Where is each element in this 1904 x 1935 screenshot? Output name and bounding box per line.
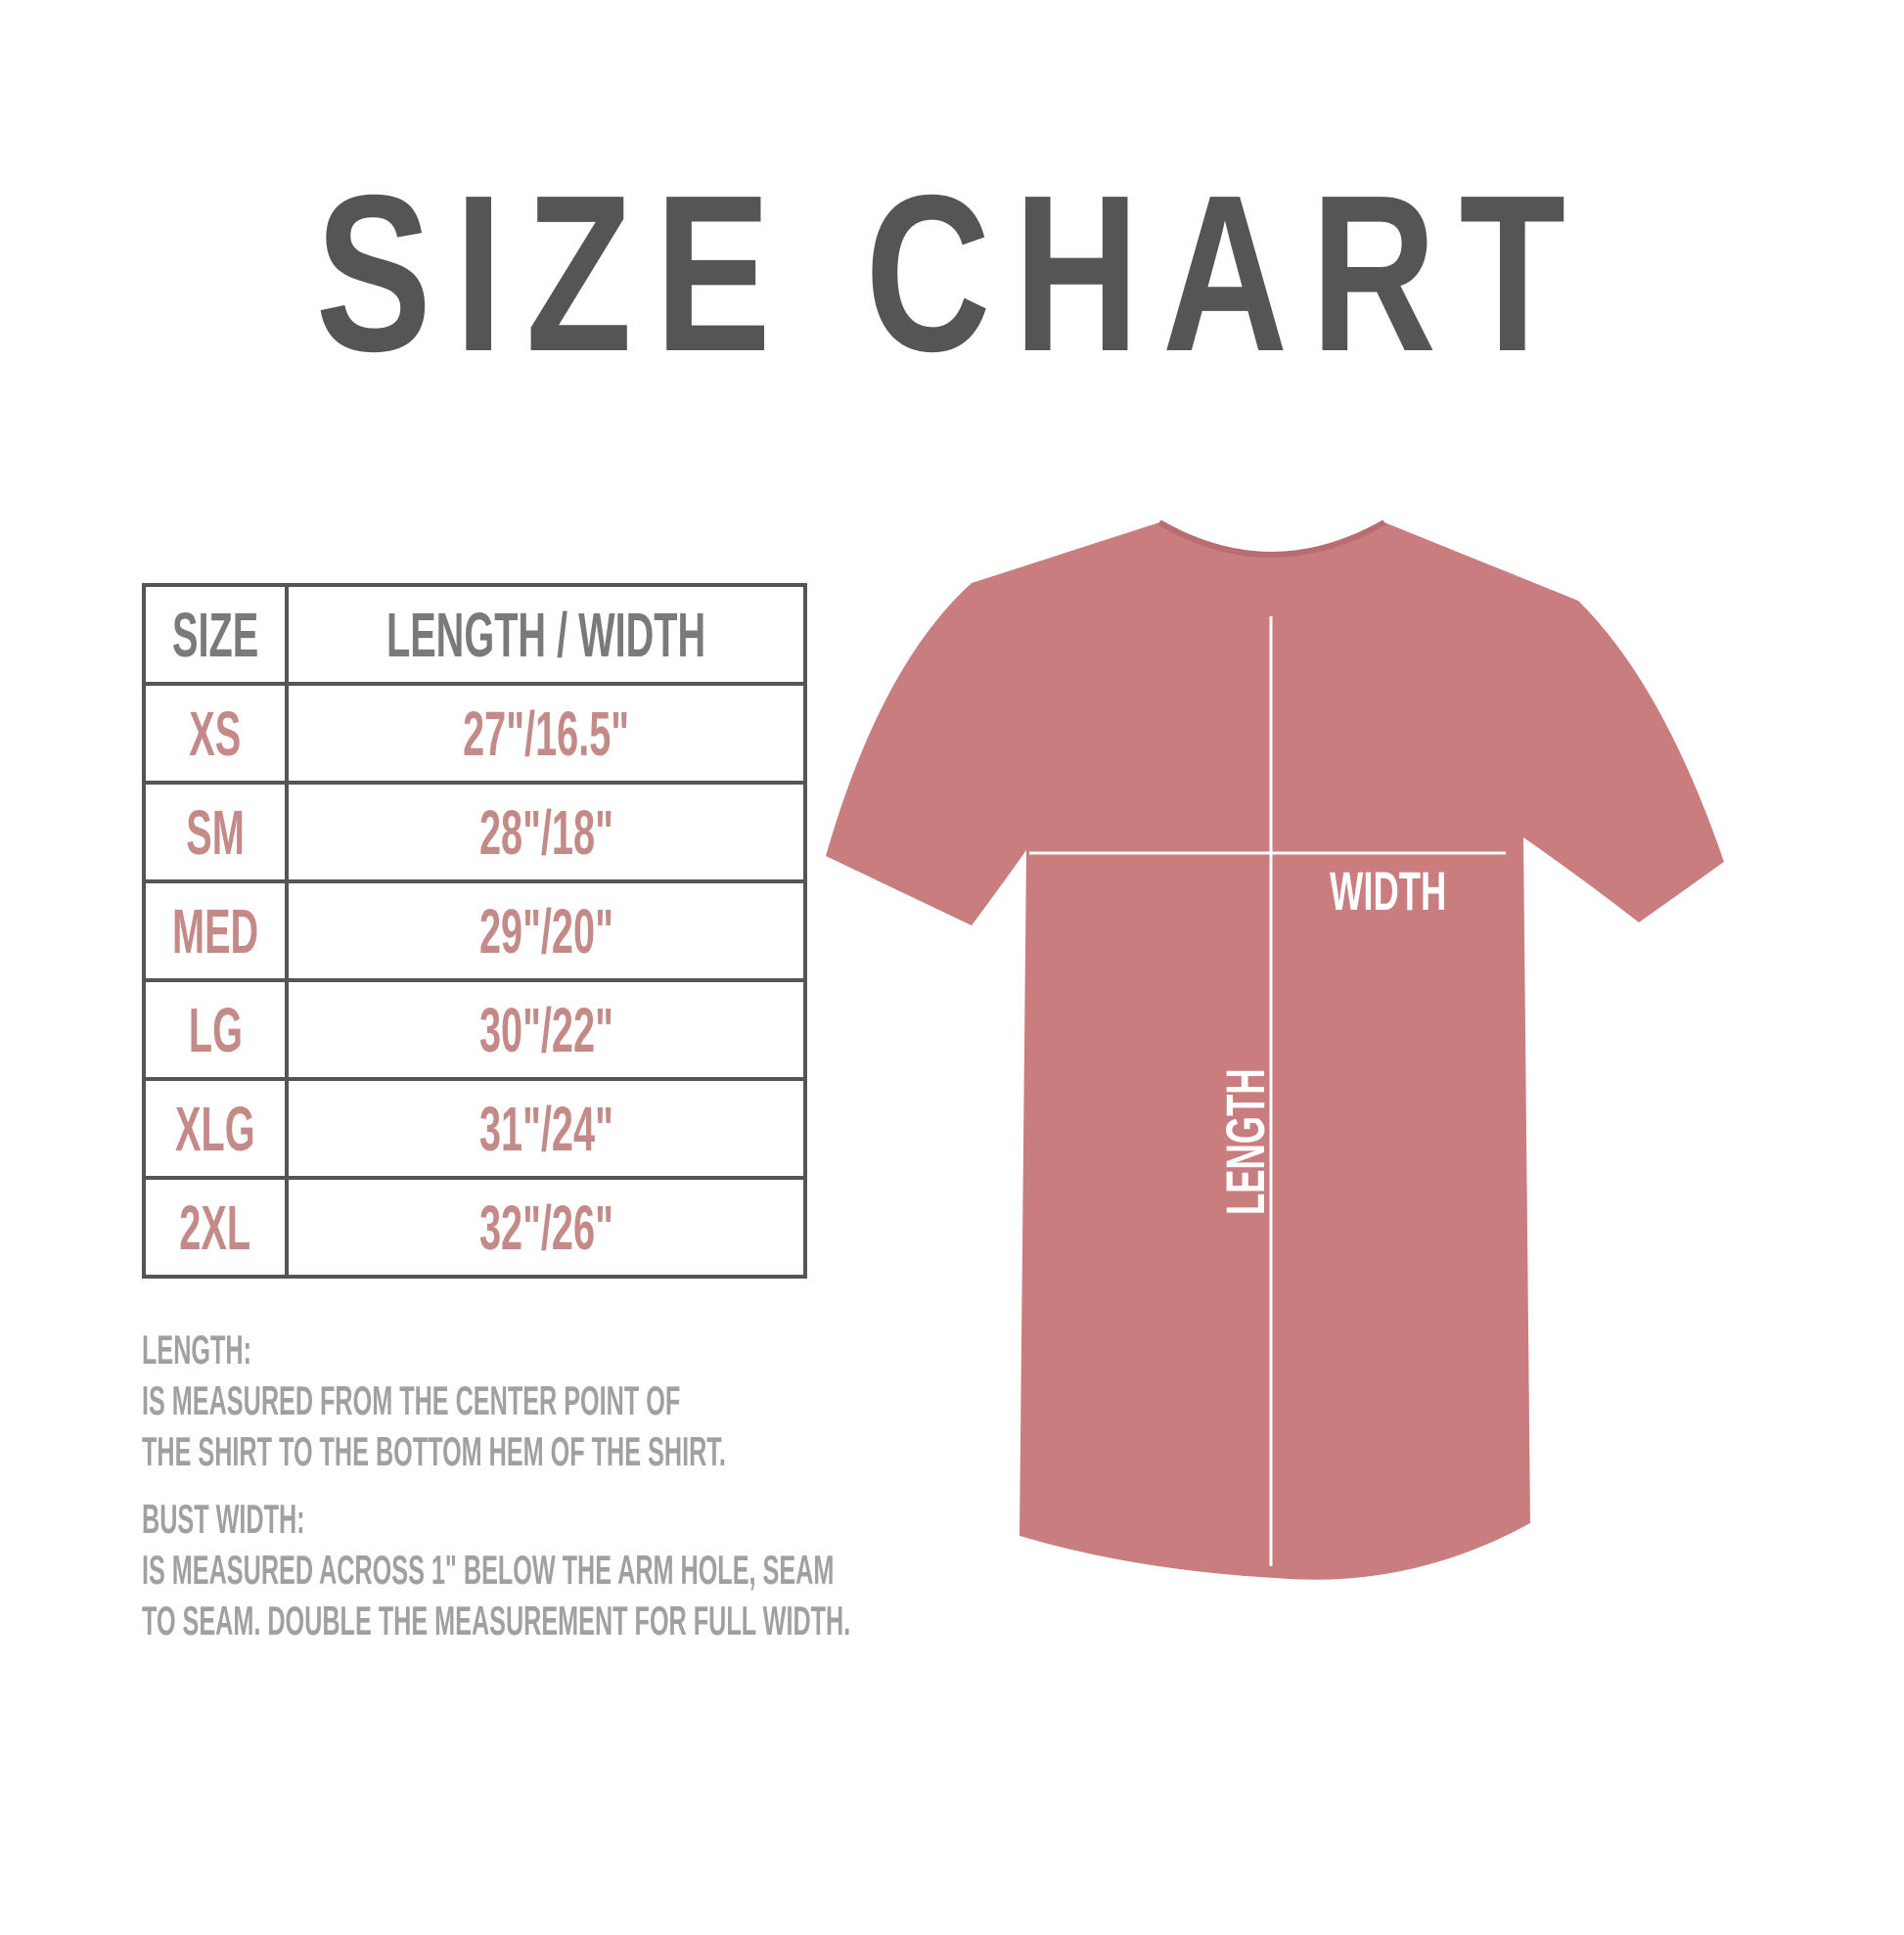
table-row: MED 29"/20" bbox=[141, 879, 808, 982]
page-title: SIZE CHART bbox=[315, 150, 1589, 398]
collar bbox=[1157, 519, 1386, 558]
table-row: LG 30"/22" bbox=[141, 978, 808, 1081]
header-size: SIZE bbox=[141, 583, 290, 686]
width-heading: BUST WIDTH: bbox=[142, 1496, 305, 1542]
value-cell: 29"/20" bbox=[285, 879, 808, 982]
width-label: WIDTH bbox=[1330, 861, 1446, 922]
length-note: THE SHIRT TO THE BOTTOM HEM OF THE SHIRT… bbox=[142, 1428, 726, 1474]
value-cell: 30"/22" bbox=[285, 978, 808, 1081]
value-cell: 31"/24" bbox=[285, 1077, 808, 1180]
size-cell: MED bbox=[141, 879, 290, 982]
size-cell: LG bbox=[141, 978, 290, 1081]
size-cell: SM bbox=[141, 781, 290, 883]
size-cell: XS bbox=[141, 682, 290, 785]
table-header: SIZE LENGTH / WIDTH bbox=[141, 583, 808, 686]
length-heading: LENGTH: bbox=[142, 1327, 251, 1372]
length-note: IS MEASURED FROM THE CENTER POINT OF bbox=[142, 1377, 681, 1423]
size-cell: XLG bbox=[141, 1077, 290, 1180]
header-length-width: LENGTH / WIDTH bbox=[285, 583, 808, 686]
table-row: 2XL 32"/26" bbox=[141, 1176, 808, 1279]
value-cell: 27"/16.5" bbox=[285, 682, 808, 785]
table-row: XLG 31"/24" bbox=[141, 1077, 808, 1180]
table-row: SM 28"/18" bbox=[141, 781, 808, 883]
tshirt-image bbox=[826, 522, 1724, 1580]
size-table: SIZE LENGTH / WIDTH XS 27"/16.5" SM 28"/18… bbox=[141, 583, 808, 1279]
width-note: IS MEASURED ACROSS 1" BELOW THE ARM HOLE… bbox=[142, 1547, 835, 1593]
width-note: TO SEAM. DOUBLE THE MEASUREMENT FOR FULL… bbox=[142, 1598, 851, 1643]
table-row: XS 27"/16.5" bbox=[141, 682, 808, 785]
length-label: LENGTH bbox=[1215, 1068, 1277, 1215]
value-cell: 28"/18" bbox=[285, 781, 808, 883]
size-cell: 2XL bbox=[141, 1176, 290, 1279]
value-cell: 32"/26" bbox=[285, 1176, 808, 1279]
measurement-notes: LENGTH: IS MEASURED FROM THE CENTER POIN… bbox=[142, 1325, 1323, 1646]
